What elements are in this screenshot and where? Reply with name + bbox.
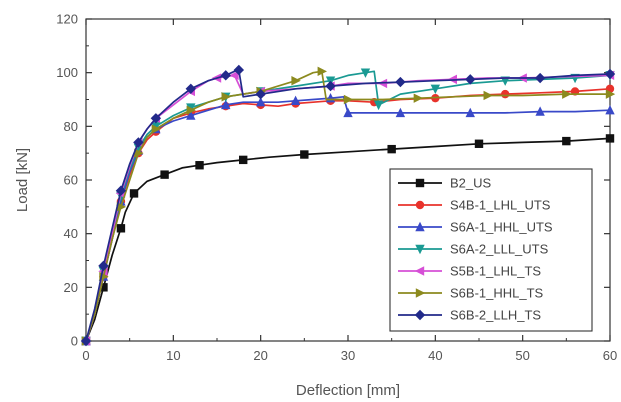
legend-marker <box>414 309 426 321</box>
data-point <box>80 335 92 347</box>
data-point <box>387 144 396 154</box>
data-point <box>562 89 572 99</box>
data-point <box>562 136 571 146</box>
data-point <box>465 107 475 118</box>
data-point <box>115 185 127 196</box>
data-point <box>99 283 108 292</box>
data-point <box>300 150 309 159</box>
legend-marker <box>415 200 425 210</box>
data-point <box>605 134 615 143</box>
legend-label: S6A-2_LLL_UTS <box>450 242 549 257</box>
legend-item: S6A-1_HHL_UTS <box>398 220 553 235</box>
data-point <box>239 155 248 165</box>
data-point <box>255 88 266 100</box>
legend-marker <box>415 244 425 255</box>
data-point <box>290 95 301 106</box>
data-point <box>534 72 546 84</box>
data-point <box>186 110 196 120</box>
x-tick-label: 0 <box>82 348 89 363</box>
y-tick-label: 100 <box>56 65 78 80</box>
data-point <box>395 107 406 118</box>
legend-item: S6B-2_LLH_TS <box>398 308 541 323</box>
x-tick-label: 40 <box>428 348 442 363</box>
data-point <box>221 92 231 102</box>
data-point <box>185 83 196 94</box>
data-point <box>413 93 424 103</box>
legend-marker <box>415 288 426 298</box>
y-tick-label: 0 <box>71 334 78 349</box>
x-tick-label: 10 <box>166 348 180 363</box>
legend-label: S6A-1_HHL_UTS <box>450 220 553 235</box>
legend-marker <box>414 266 425 276</box>
axis-ticks: 0 10 20 30 40 50 60 0 20 40 60 80 100 120 <box>56 12 617 364</box>
data-point <box>373 100 384 111</box>
legend-label: S6B-2_LLH_TS <box>450 308 541 323</box>
legend-marker <box>415 178 425 188</box>
data-point <box>116 224 126 233</box>
data-point <box>255 96 266 107</box>
data-point <box>151 124 162 134</box>
series-line <box>85 69 611 342</box>
data-point <box>483 90 493 101</box>
y-tick-label: 40 <box>64 226 78 241</box>
data-point <box>233 64 245 76</box>
series-group <box>80 64 616 347</box>
legend-label: S6B-1_HHL_TS <box>450 286 544 301</box>
legend-box <box>389 168 593 332</box>
data-point <box>98 260 109 272</box>
data-point <box>160 170 169 179</box>
data-point <box>150 113 162 124</box>
data-point <box>221 99 231 110</box>
x-tick-label: 50 <box>515 348 529 363</box>
data-point <box>395 76 406 88</box>
legend-label: S5B-1_LHL_TS <box>450 264 541 279</box>
legend-marker <box>415 221 425 232</box>
legend-label: S4B-1_LHL_UTS <box>450 198 551 213</box>
series-7 <box>80 64 616 347</box>
data-point <box>605 89 616 99</box>
legend-item: S4B-1_LHL_UTS <box>398 198 551 213</box>
data-point <box>465 74 476 85</box>
y-tick-label: 20 <box>64 280 78 295</box>
data-point <box>317 66 327 77</box>
x-tick-label: 60 <box>603 348 617 363</box>
data-point <box>535 106 545 116</box>
data-point <box>116 202 127 212</box>
legend-item: B2_US <box>398 176 492 191</box>
series-line <box>85 70 610 342</box>
data-point <box>129 189 139 198</box>
x-tick-label: 30 <box>341 348 355 363</box>
data-point <box>604 68 616 80</box>
data-point <box>360 68 371 78</box>
x-axis-title: Deflection [mm] <box>296 382 400 399</box>
data-point <box>501 89 510 99</box>
y-tick-label: 120 <box>56 12 78 27</box>
data-point <box>134 148 144 158</box>
data-point <box>229 70 239 81</box>
legend-item: S5B-1_LHL_TS <box>398 264 541 279</box>
legend: B2_US S4B-1_LHL_UTS S6A-1_HHL_UTS S6A-2_LLL… <box>389 168 593 332</box>
data-point <box>605 105 615 115</box>
series-line <box>85 137 611 342</box>
series-6 <box>81 66 616 346</box>
data-point <box>291 76 301 86</box>
data-point <box>474 139 484 148</box>
legend-item: S6A-2_LLL_UTS <box>398 242 549 257</box>
data-point <box>220 70 231 81</box>
x-tick-label: 20 <box>253 348 267 363</box>
data-point <box>430 84 441 94</box>
data-point <box>195 161 204 170</box>
legend-item: S6B-1_HHL_TS <box>398 286 544 301</box>
data-point <box>325 80 336 92</box>
data-point <box>343 94 354 105</box>
legend-label: B2_US <box>450 176 492 191</box>
data-point <box>343 107 353 118</box>
y-axis-title: Load [kN] <box>14 148 31 212</box>
y-tick-label: 80 <box>64 119 78 134</box>
data-point <box>133 137 144 148</box>
data-point <box>186 105 196 115</box>
y-tick-label: 60 <box>64 173 78 188</box>
